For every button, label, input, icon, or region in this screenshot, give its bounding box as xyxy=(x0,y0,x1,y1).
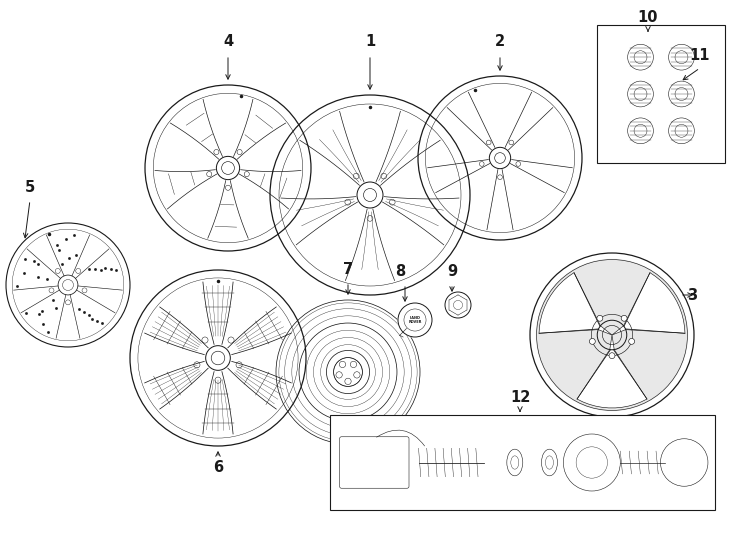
Text: 6: 6 xyxy=(213,460,223,475)
FancyBboxPatch shape xyxy=(340,437,409,488)
Circle shape xyxy=(530,253,694,417)
Circle shape xyxy=(270,95,470,295)
Circle shape xyxy=(145,85,311,251)
Text: 9: 9 xyxy=(447,265,457,280)
Bar xyxy=(330,415,715,510)
Text: 10: 10 xyxy=(638,10,658,25)
Text: 12: 12 xyxy=(510,390,530,406)
Circle shape xyxy=(445,292,471,318)
Text: LAND
ROVER: LAND ROVER xyxy=(408,316,422,325)
Text: 2: 2 xyxy=(495,35,505,50)
Text: 5: 5 xyxy=(25,180,35,195)
Circle shape xyxy=(629,339,635,345)
Circle shape xyxy=(418,76,582,240)
Polygon shape xyxy=(539,273,612,335)
Circle shape xyxy=(6,223,130,347)
Circle shape xyxy=(130,270,306,446)
Circle shape xyxy=(609,353,615,359)
Circle shape xyxy=(537,260,688,410)
Text: 1: 1 xyxy=(365,35,375,50)
Polygon shape xyxy=(612,273,685,335)
Polygon shape xyxy=(577,335,647,408)
Circle shape xyxy=(398,303,432,337)
Text: 8: 8 xyxy=(395,265,405,280)
Text: 3: 3 xyxy=(687,287,697,302)
Text: 7: 7 xyxy=(343,262,353,278)
Text: 11: 11 xyxy=(690,48,711,63)
Circle shape xyxy=(276,300,420,444)
Circle shape xyxy=(597,315,603,321)
Text: 4: 4 xyxy=(223,35,233,50)
Bar xyxy=(597,25,725,163)
Circle shape xyxy=(589,339,595,345)
Circle shape xyxy=(621,315,627,321)
